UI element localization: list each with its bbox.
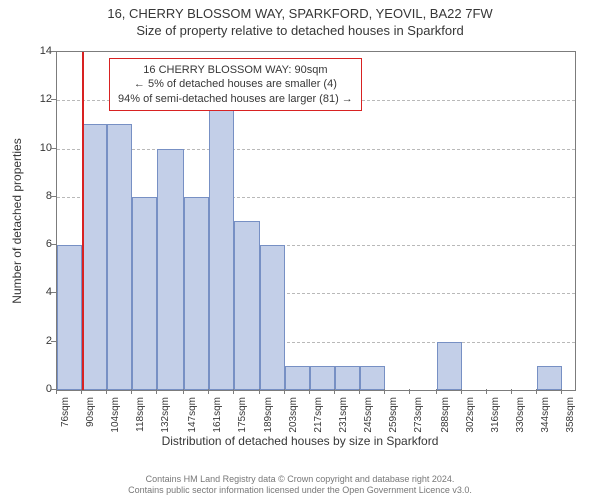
histogram-bar: [107, 124, 132, 390]
histogram-bar: [209, 100, 234, 390]
x-tick-mark: [384, 389, 385, 394]
x-tick-mark: [561, 389, 562, 394]
y-tick-mark: [51, 99, 56, 100]
x-tick-mark: [309, 389, 310, 394]
x-tick-mark: [56, 389, 57, 394]
chart-title-block: 16, CHERRY BLOSSOM WAY, SPARKFORD, YEOVI…: [0, 0, 600, 38]
y-tick-mark: [51, 244, 56, 245]
histogram-bar: [184, 197, 209, 390]
chart-title-address: 16, CHERRY BLOSSOM WAY, SPARKFORD, YEOVI…: [0, 6, 600, 21]
x-tick-label: 288sqm: [440, 397, 451, 437]
annotation-line3: 94% of semi-detached houses are larger (…: [118, 92, 353, 106]
x-tick-label: 147sqm: [187, 397, 198, 437]
x-tick-label: 259sqm: [388, 397, 399, 437]
x-tick-label: 330sqm: [515, 397, 526, 437]
x-tick-mark: [233, 389, 234, 394]
x-tick-mark: [81, 389, 82, 394]
x-tick-label: 344sqm: [540, 397, 551, 437]
histogram-bar: [157, 149, 184, 390]
x-tick-mark: [131, 389, 132, 394]
footer-line2: Contains public sector information licen…: [0, 485, 600, 496]
histogram-bar: [57, 245, 82, 390]
x-tick-mark: [536, 389, 537, 394]
annotation-line2: ← 5% of detached houses are smaller (4): [118, 77, 353, 91]
x-tick-label: 203sqm: [288, 397, 299, 437]
x-tick-label: 90sqm: [85, 397, 96, 437]
histogram-bar: [310, 366, 335, 390]
histogram-bar: [132, 197, 157, 390]
x-tick-label: 231sqm: [338, 397, 349, 437]
x-tick-mark: [156, 389, 157, 394]
histogram-bar: [437, 342, 462, 390]
x-tick-label: 302sqm: [465, 397, 476, 437]
x-tick-mark: [284, 389, 285, 394]
x-tick-label: 316sqm: [490, 397, 501, 437]
grid-line: [57, 149, 575, 150]
histogram-bar: [285, 366, 310, 390]
x-tick-label: 161sqm: [212, 397, 223, 437]
y-tick-mark: [51, 51, 56, 52]
property-marker-line: [82, 52, 84, 390]
histogram-bar: [335, 366, 360, 390]
histogram-bar: [537, 366, 562, 390]
footer-attribution: Contains HM Land Registry data © Crown c…: [0, 474, 600, 496]
x-tick-label: 217sqm: [313, 397, 324, 437]
histogram-bar: [234, 221, 259, 390]
x-tick-label: 118sqm: [135, 397, 146, 437]
x-tick-label: 189sqm: [263, 397, 274, 437]
x-tick-label: 358sqm: [565, 397, 576, 437]
x-tick-mark: [436, 389, 437, 394]
x-tick-mark: [208, 389, 209, 394]
chart-subtitle: Size of property relative to detached ho…: [0, 23, 600, 38]
x-tick-mark: [334, 389, 335, 394]
histogram-bar: [82, 124, 107, 390]
x-tick-label: 273sqm: [413, 397, 424, 437]
x-tick-mark: [106, 389, 107, 394]
y-tick-mark: [51, 148, 56, 149]
y-tick-mark: [51, 292, 56, 293]
annotation-box: 16 CHERRY BLOSSOM WAY: 90sqm ← 5% of det…: [109, 58, 362, 111]
chart-container: Number of detached properties 16 CHERRY …: [0, 46, 600, 446]
x-tick-mark: [359, 389, 360, 394]
x-tick-label: 175sqm: [237, 397, 248, 437]
x-tick-mark: [409, 389, 410, 394]
histogram-bar: [260, 245, 285, 390]
plot-area: 16 CHERRY BLOSSOM WAY: 90sqm ← 5% of det…: [56, 51, 576, 391]
y-tick-mark: [51, 196, 56, 197]
x-tick-mark: [486, 389, 487, 394]
x-tick-mark: [511, 389, 512, 394]
histogram-bar: [360, 366, 385, 390]
y-axis-label: Number of detached properties: [10, 56, 24, 221]
x-tick-label: 245sqm: [363, 397, 374, 437]
annotation-line1: 16 CHERRY BLOSSOM WAY: 90sqm: [118, 63, 353, 77]
y-tick-mark: [51, 341, 56, 342]
x-tick-label: 104sqm: [110, 397, 121, 437]
x-tick-label: 132sqm: [160, 397, 171, 437]
x-tick-label: 76sqm: [60, 397, 71, 437]
x-tick-mark: [461, 389, 462, 394]
x-tick-mark: [259, 389, 260, 394]
x-tick-mark: [183, 389, 184, 394]
footer-line1: Contains HM Land Registry data © Crown c…: [0, 474, 600, 485]
